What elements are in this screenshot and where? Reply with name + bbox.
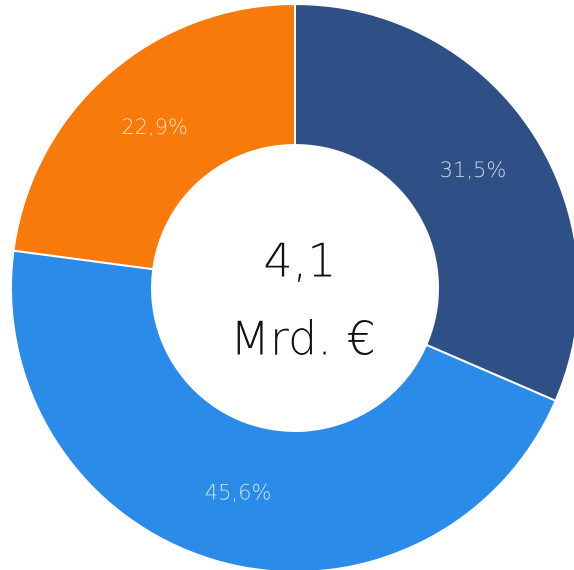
slice [12, 2, 296, 271]
value-label: 31,5% [440, 158, 507, 182]
center-value: 4,1 [263, 234, 336, 288]
value-label: 45,6% [205, 480, 272, 504]
slices [10, 2, 574, 570]
center-unit: Mrd. € [230, 312, 376, 366]
slice [10, 249, 557, 570]
slice [294, 2, 574, 403]
value-label: 22,9% [121, 115, 188, 139]
